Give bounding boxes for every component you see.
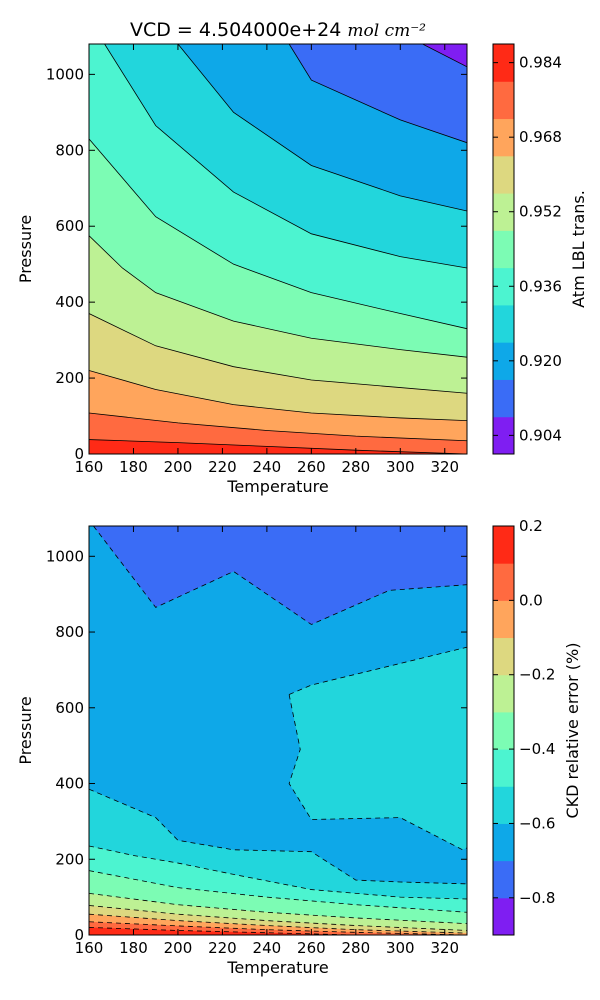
y-axis-label: Pressure [16, 215, 35, 283]
contour-line [422, 44, 467, 68]
colorbar-segment [493, 563, 514, 601]
x-tick-label: 180 [119, 458, 148, 476]
x-tick-label: 200 [164, 458, 193, 476]
contour-band [89, 526, 467, 625]
x-tick-label: 300 [386, 458, 415, 476]
x-tick-label: 320 [430, 939, 459, 957]
colorbar-frame [492, 525, 515, 936]
y-tick-label: 0 [74, 445, 84, 463]
colorbar-tick-label: 0.968 [519, 128, 562, 146]
colorbar-segment [493, 711, 514, 750]
colorbar-segment [493, 526, 514, 564]
x-tick-label: 180 [119, 939, 148, 957]
y-tick-label: 0 [74, 926, 84, 944]
colorbar-segment [493, 379, 514, 418]
colorbar-segment [493, 600, 514, 639]
contour-line-dashed [89, 788, 467, 885]
x-tick-label: 300 [386, 939, 415, 957]
colorbar-tick-label: 0.0 [519, 591, 543, 609]
contour-line [288, 44, 467, 144]
contour-line [104, 44, 467, 269]
y-tick-label: 600 [55, 699, 84, 717]
colorbar-segment [493, 860, 514, 899]
colorbar-segment [493, 416, 514, 455]
y-tick-label: 400 [55, 775, 84, 793]
y-tick-label: 800 [55, 623, 84, 641]
y-axis-label: Pressure [16, 696, 35, 764]
x-tick-label: 240 [253, 939, 282, 957]
colorbar-segment [493, 823, 514, 862]
colorbar-tick-label: −0.6 [519, 814, 555, 832]
x-tick-label: 200 [164, 939, 193, 957]
colorbar-segment [493, 44, 514, 82]
y-tick-label: 200 [55, 850, 84, 868]
contour-line [89, 138, 467, 330]
contour-line [177, 44, 467, 212]
contour-line-dashed [288, 694, 467, 851]
colorbar-tick-label: 0.2 [519, 517, 543, 535]
contour-band [89, 927, 356, 935]
y-tick-label: 800 [55, 141, 84, 159]
plot-area-0 [89, 44, 467, 454]
colorbar-segment [493, 155, 514, 194]
x-tick-label: 220 [208, 939, 237, 957]
x-axis-label: Temperature [226, 958, 328, 977]
contour-band [289, 647, 467, 850]
plot-frame [88, 525, 468, 936]
x-tick-label: 260 [297, 939, 326, 957]
contour-line-dashed [89, 870, 467, 913]
contour-line-dashed [89, 845, 467, 900]
colorbar-segment [493, 267, 514, 306]
colorbar-segment [493, 749, 514, 787]
contour-line-dashed [93, 526, 467, 625]
x-tick-label: 280 [342, 458, 371, 476]
y-tick-label: 1000 [46, 547, 84, 565]
colorbar-frame [492, 43, 515, 455]
colorbar-tick-label: −0.2 [519, 666, 555, 684]
y-tick-label: 200 [55, 369, 84, 387]
x-tick-label: 320 [430, 458, 459, 476]
chart-title: VCD = 4.504000e+24 mol cm⁻² [130, 19, 426, 41]
colorbar-label: Atm LBL trans. [569, 190, 588, 308]
colorbar-tick-label: 0.920 [519, 352, 562, 370]
colorbar-tick-label: 0.952 [519, 203, 562, 221]
contour-line [89, 412, 467, 442]
contour-line [89, 439, 467, 454]
x-tick-label: 220 [208, 458, 237, 476]
x-tick-label: 160 [75, 458, 104, 476]
colorbar-segment [493, 230, 514, 269]
colorbar-segment [493, 897, 514, 936]
x-tick-label: 260 [297, 458, 326, 476]
contour-line-dashed [288, 646, 467, 695]
plot-frame [88, 43, 468, 455]
colorbar-segment [493, 786, 514, 824]
y-tick-label: 400 [55, 293, 84, 311]
colorbar-tick-label: −0.8 [519, 889, 555, 907]
colorbar-segment [493, 304, 514, 343]
colorbar-label: CKD relative error (%) [563, 642, 582, 818]
colorbar-segment [493, 674, 514, 713]
colorbar-segment [493, 193, 514, 231]
colorbar-segment [493, 118, 514, 157]
x-tick-label: 160 [75, 939, 104, 957]
colorbar-tick-label: 0.936 [519, 277, 562, 295]
plot-area-1 [89, 526, 467, 935]
colorbar-segment [493, 342, 514, 380]
chart-title-units: mol cm⁻² [347, 21, 426, 41]
colorbar-tick-label: 0.904 [519, 426, 562, 444]
colorbar-tick-label: 0.984 [519, 54, 562, 72]
colorbar-tick-label: −0.4 [519, 740, 555, 758]
x-tick-label: 280 [342, 939, 371, 957]
x-axis-label: Temperature [226, 477, 328, 496]
colorbar-segment [493, 81, 514, 120]
contour-line [89, 313, 467, 394]
colorbar-segment [493, 637, 514, 676]
x-tick-label: 240 [253, 458, 282, 476]
contour-line [89, 235, 467, 358]
chart-title-text: VCD = 4.504000e+24 [130, 19, 341, 41]
contour-line [89, 370, 467, 421]
y-tick-label: 1000 [46, 65, 84, 83]
y-tick-label: 600 [55, 217, 84, 235]
